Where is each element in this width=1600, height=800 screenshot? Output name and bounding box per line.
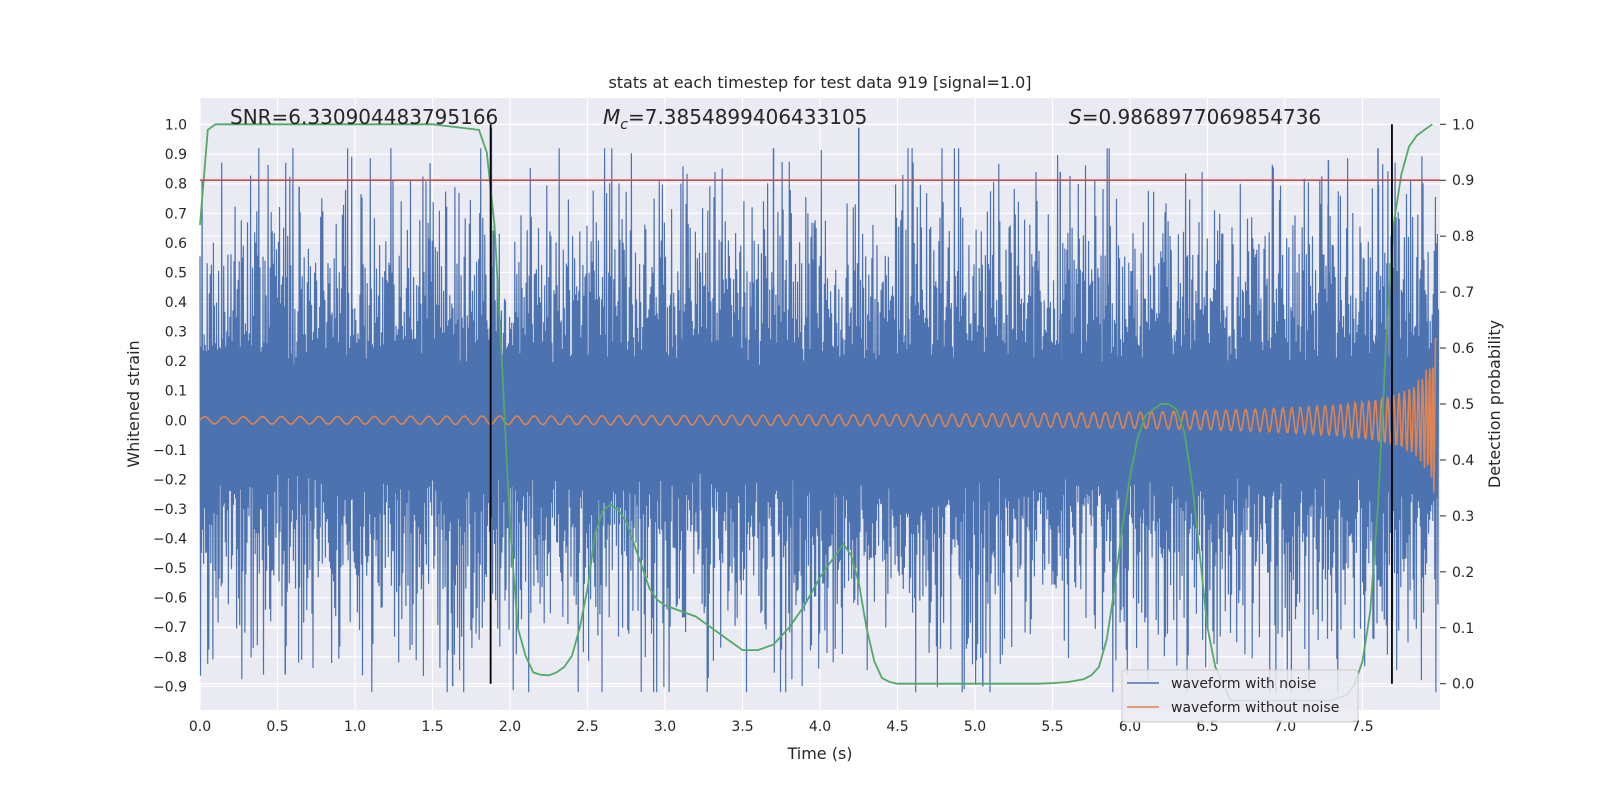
y-right-tick-label: 0.2 [1452,565,1474,581]
y-right-tick-label: 0.7 [1452,285,1474,301]
y-tick-label: 0.9 [165,147,187,163]
y-right-tick-label: 0.8 [1452,229,1474,245]
x-tick-label: 0.0 [189,719,211,735]
y-tick-label: 0.8 [165,177,187,193]
y-tick-label: −0.4 [153,532,187,548]
x-tick-label: 2.5 [576,719,598,735]
x-tick-label: 4.0 [809,719,831,735]
y-axis-right-label: Detection probability [1485,320,1504,488]
y-tick-label: 0.3 [165,325,187,341]
legend-box [1121,669,1359,723]
x-tick-label: 7.0 [1274,719,1296,735]
x-tick-label: 7.5 [1351,719,1373,735]
x-tick-label: 0.5 [266,719,288,735]
y-right-tick-label: 0.1 [1452,621,1474,637]
x-tick-label: 3.0 [654,719,676,735]
y-tick-label: −0.5 [153,561,187,577]
y-tick-label: −0.1 [153,443,187,459]
y-right-tick-label: 0.3 [1452,509,1474,525]
y-tick-label: −0.8 [153,650,187,666]
y-tick-label: 0.1 [165,384,187,400]
y-tick-label: 0.2 [165,354,187,370]
score-annotation: S=0.9868977069854736 [1069,105,1321,129]
y-tick-label: 1.0 [165,118,187,134]
noisy-waveform-line [199,148,1440,693]
y-right-tick-label: 0.4 [1452,453,1474,469]
legend: waveform with noise waveform without noi… [1121,669,1359,723]
x-axis-label: Time (s) [786,744,852,763]
legend-label-noisy: waveform with noise [1171,676,1316,692]
y-tick-label: 0.4 [165,295,187,311]
chirp-mass-annotation: Mc=7.3854899406433105 [603,105,867,133]
chart-title: stats at each timestep for test data 919… [608,73,1031,92]
y-tick-label: −0.6 [153,591,187,607]
y-axis-label: Whitened strain [124,340,143,467]
x-tick-label: 6.5 [1196,719,1218,735]
x-tick-label: 1.5 [421,719,443,735]
y-tick-label: 0.7 [165,206,187,222]
y-tick-label: 0.0 [165,413,187,429]
tick-labels: 0.0 0.5 1.0 1.5 2.0 2.5 3.0 3.5 4.0 4.5 5.0 5.5 6.0 6… [153,117,1474,735]
y-tick-label: −0.9 [153,679,187,695]
x-tick-label: 5.0 [964,719,986,735]
chirp-mass-value: =7.3854899406433105 [628,105,867,129]
y-tick-label: −0.3 [153,502,187,518]
y-tick-label: 0.5 [165,265,187,281]
y-right-tick-label: 0.9 [1452,173,1474,189]
y-tick-label: 0.6 [165,236,187,252]
x-tick-label: 5.5 [1041,719,1063,735]
y-tick-label: −0.7 [153,620,187,636]
clean-waveform-series [199,338,1437,493]
x-tick-label: 6.0 [1119,719,1141,735]
x-tick-label: 1.0 [344,719,366,735]
x-tick-label: 3.5 [731,719,753,735]
x-tick-label: 2.0 [499,719,521,735]
legend-label-clean: waveform without noise [1171,700,1339,716]
snr-annotation: SNR=6.330904483795166 [230,105,498,129]
y-right-tick-label: 1.0 [1452,117,1474,133]
score-value: =0.9868977069854736 [1082,105,1321,129]
y-right-tick-label: 0.5 [1452,397,1474,413]
y-right-tick-label: 0.0 [1452,677,1474,693]
x-tick-label: 4.5 [886,719,908,735]
clean-waveform-line [199,338,1437,493]
noisy-waveform-series [199,127,1440,693]
y-tick-label: −0.2 [153,472,187,488]
reference-lines [200,124,1440,684]
y-right-tick-label: 0.6 [1452,341,1474,357]
